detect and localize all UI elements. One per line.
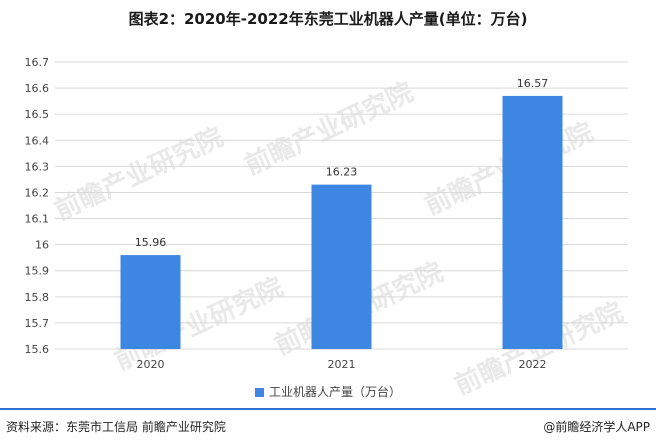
y-tick-label: 16.6 <box>25 82 50 95</box>
y-tick-label: 15.9 <box>25 265 50 278</box>
x-tick-label: 2021 <box>328 358 356 371</box>
y-tick-label: 16.1 <box>25 213 50 226</box>
legend-label: 工业机器人产量（万台） <box>268 385 401 399</box>
x-tick-label: 2020 <box>137 358 165 371</box>
x-tick-label: 2022 <box>519 358 547 371</box>
chart-title: 图表2：2020年-2022年东莞工业机器人产量(单位：万台) <box>128 10 528 28</box>
y-tick-label: 15.7 <box>25 317 50 330</box>
data-label: 16.57 <box>517 77 549 90</box>
bar <box>311 184 372 349</box>
source-note: 资料来源：东莞市工信局 前瞻产业研究院 <box>6 420 226 434</box>
y-tick-label: 16.4 <box>25 134 50 147</box>
y-tick-label: 16.3 <box>25 160 50 173</box>
y-tick-label: 15.8 <box>25 291 50 304</box>
y-tick-label: 16.7 <box>25 56 50 69</box>
data-label: 15.96 <box>135 236 167 249</box>
bar <box>120 255 181 349</box>
y-tick-label: 16.5 <box>25 108 50 121</box>
y-tick-label: 16.2 <box>25 186 50 199</box>
legend-swatch <box>254 388 264 397</box>
data-label: 16.23 <box>326 166 358 179</box>
credit-note: @前瞻经济学人APP <box>543 420 650 434</box>
y-tick-label: 15.6 <box>25 343 50 356</box>
y-tick-label: 16 <box>35 239 49 252</box>
footer-divider <box>0 408 656 410</box>
legend: 工业机器人产量（万台） <box>0 383 656 400</box>
watermark: 前瞻产业研究院 <box>50 121 228 226</box>
bar <box>502 95 563 349</box>
